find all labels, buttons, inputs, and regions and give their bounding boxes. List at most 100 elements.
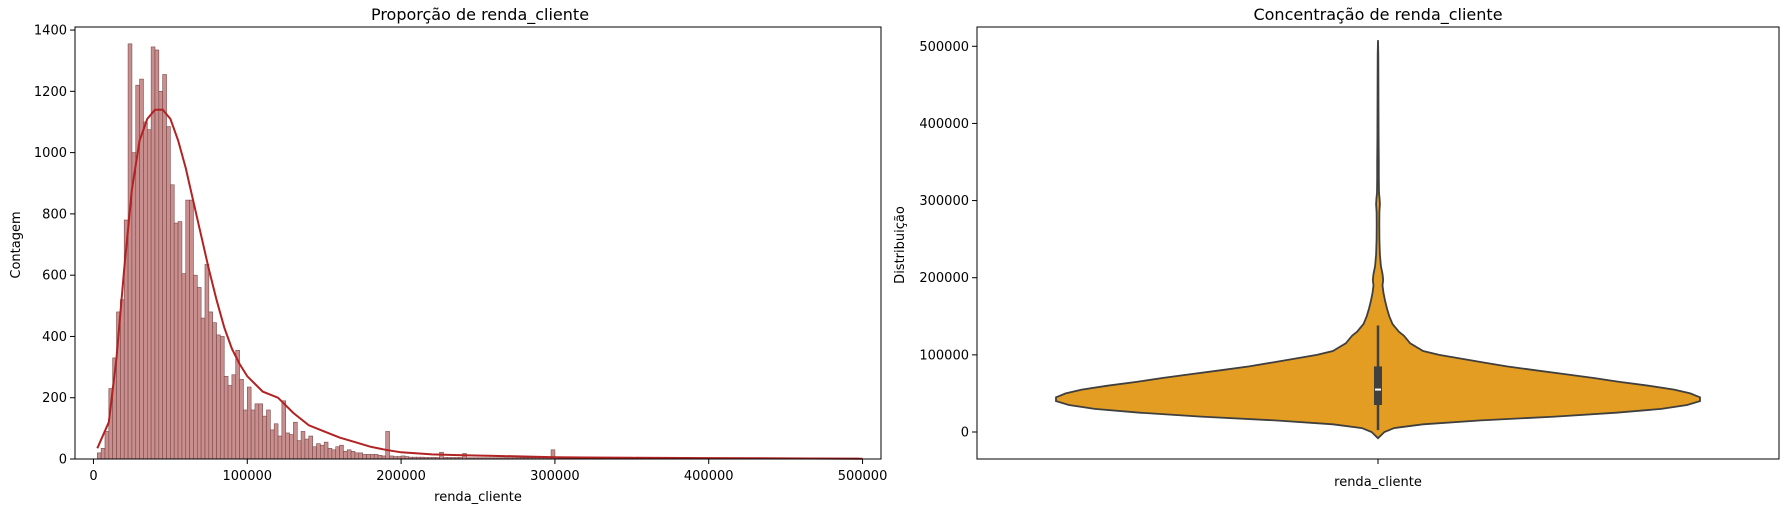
histogram-bar bbox=[162, 74, 167, 460]
histogram-bar bbox=[262, 415, 267, 460]
histogram-bar bbox=[220, 336, 225, 460]
histogram-x-tick-label: 0 bbox=[89, 469, 97, 484]
histogram-bar bbox=[258, 403, 263, 460]
histogram-bar bbox=[143, 121, 148, 460]
histogram-axes-frame bbox=[74, 26, 882, 460]
histogram-bar bbox=[331, 449, 337, 460]
violin-interquartile-box bbox=[1374, 366, 1382, 405]
histogram-bar bbox=[185, 199, 190, 460]
histogram-bar bbox=[200, 317, 206, 460]
histogram-bar bbox=[323, 441, 329, 460]
histogram-y-tick-label: 200 bbox=[42, 391, 67, 406]
histogram-bar bbox=[335, 446, 340, 460]
histogram-y-tick-label: 1200 bbox=[34, 85, 67, 100]
histogram-bar bbox=[173, 222, 179, 460]
histogram-y-tick-label: 1000 bbox=[34, 146, 67, 161]
histogram-bar bbox=[281, 400, 287, 460]
histogram-bar bbox=[296, 440, 302, 460]
histogram-bar bbox=[146, 129, 152, 460]
histogram-bar bbox=[154, 49, 160, 460]
histogram-x-ticks: 0 100000 200000 300000 400000 500000 bbox=[89, 459, 887, 484]
histogram-bar bbox=[308, 435, 313, 460]
histogram-bar bbox=[212, 322, 217, 460]
histogram-bar bbox=[366, 454, 371, 460]
histogram-bar bbox=[193, 274, 198, 460]
histogram-bar bbox=[231, 374, 237, 460]
violin-y-tick-label: 200000 bbox=[919, 271, 969, 286]
histogram-bar bbox=[370, 454, 375, 460]
histogram-bar bbox=[254, 403, 260, 460]
violin-y-tick-label: 100000 bbox=[919, 348, 969, 363]
histogram-bar bbox=[239, 379, 244, 460]
histogram-bar bbox=[339, 444, 344, 460]
histogram-bar bbox=[343, 451, 348, 460]
histogram-bar bbox=[120, 299, 125, 460]
histogram-bar bbox=[208, 311, 213, 460]
violin-y-axis-label: Distribuição bbox=[893, 206, 908, 284]
violin-panel: Concentração de renda_cliente Distribuiç… bbox=[893, 5, 1780, 490]
histogram-y-axis-label: Contagem bbox=[9, 211, 24, 278]
violin-title: Concentração de renda_cliente bbox=[1253, 5, 1502, 25]
violin-y-tick-label: 500000 bbox=[919, 40, 969, 55]
histogram-bar bbox=[312, 446, 317, 460]
histogram-bar bbox=[346, 449, 352, 460]
histogram-x-tick-label: 300000 bbox=[530, 469, 580, 484]
histogram-bar bbox=[293, 421, 298, 460]
histogram-panel: Proporção de renda_cliente Contagem rend… bbox=[9, 5, 887, 505]
violin-y-tick-label: 300000 bbox=[919, 194, 969, 209]
histogram-bar bbox=[235, 349, 240, 460]
histogram-bar bbox=[166, 126, 171, 460]
histogram-bar bbox=[320, 444, 325, 460]
histogram-bar bbox=[362, 454, 367, 460]
histogram-bar bbox=[243, 409, 248, 460]
histogram-bar bbox=[266, 409, 271, 460]
histogram-bar bbox=[170, 184, 175, 460]
histogram-bar bbox=[316, 443, 321, 460]
histogram-bar bbox=[227, 385, 233, 460]
histogram-bar bbox=[304, 438, 310, 460]
histogram-bar bbox=[358, 452, 363, 460]
histogram-bar bbox=[270, 429, 275, 460]
violin-y-ticks: 0 100000 200000 300000 400000 500000 bbox=[919, 40, 977, 441]
histogram-bar bbox=[131, 152, 137, 460]
violin-y-tick-label: 0 bbox=[961, 426, 969, 441]
histogram-bar bbox=[204, 264, 210, 460]
violin-x-axis-label: renda_cliente bbox=[1334, 475, 1422, 490]
histogram-bars bbox=[97, 43, 859, 460]
violin-axes-frame bbox=[976, 26, 1780, 460]
histogram-bar bbox=[158, 91, 163, 460]
histogram-title: Proporção de renda_cliente bbox=[371, 5, 589, 25]
histogram-bar bbox=[285, 432, 290, 460]
histogram-y-ticks: 0 200 400 600 800 1000 1200 1400 bbox=[34, 24, 75, 468]
histogram-y-tick-label: 1400 bbox=[34, 24, 67, 39]
violin-body bbox=[1055, 40, 1701, 440]
histogram-kde-line bbox=[96, 108, 863, 460]
histogram-bar bbox=[277, 435, 283, 460]
histogram-bar bbox=[223, 375, 229, 460]
histogram-bar bbox=[189, 199, 194, 460]
histogram-y-tick-label: 400 bbox=[42, 330, 67, 345]
histogram-bar bbox=[104, 431, 110, 460]
histogram-bar bbox=[97, 452, 102, 460]
histogram-bar bbox=[385, 431, 390, 460]
histogram-bar bbox=[250, 409, 256, 460]
histogram-y-tick-label: 800 bbox=[42, 207, 67, 222]
histogram-bar bbox=[150, 46, 156, 460]
histogram-bar bbox=[289, 434, 294, 460]
violin-y-tick-label: 400000 bbox=[919, 117, 969, 132]
histogram-bar bbox=[327, 447, 333, 460]
histogram-bar bbox=[100, 447, 106, 460]
histogram-bar bbox=[350, 451, 356, 460]
histogram-bar bbox=[354, 452, 360, 460]
histogram-x-axis-label: renda_cliente bbox=[434, 490, 522, 505]
histogram-y-tick-label: 0 bbox=[59, 453, 67, 468]
histogram-bar bbox=[127, 43, 133, 460]
histogram-bar bbox=[181, 273, 187, 460]
histogram-x-tick-label: 500000 bbox=[838, 469, 888, 484]
histogram-x-tick-label: 400000 bbox=[684, 469, 734, 484]
histogram-bar bbox=[196, 287, 202, 460]
histogram-bar bbox=[300, 431, 306, 460]
histogram-y-tick-label: 600 bbox=[42, 269, 67, 284]
histogram-x-tick-label: 200000 bbox=[376, 469, 426, 484]
